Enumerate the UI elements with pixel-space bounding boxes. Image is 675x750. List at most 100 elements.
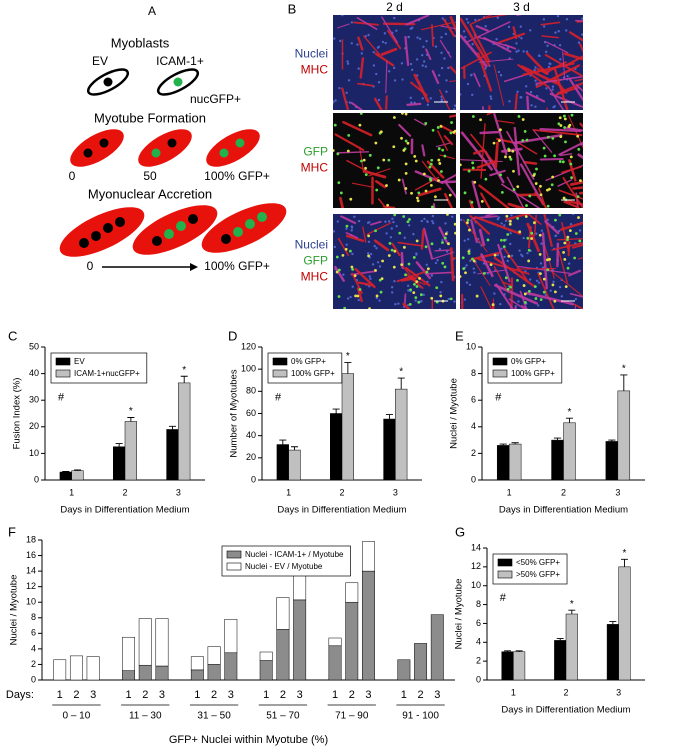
- label: 0: [69, 169, 76, 183]
- group-label: 11 – 30: [129, 711, 162, 722]
- x-tick-label: 3: [393, 487, 398, 497]
- x-tick-label: 1: [507, 487, 512, 497]
- myotube-stain: [443, 135, 454, 146]
- myotube-stain: [462, 219, 488, 253]
- bar-segment: [155, 665, 169, 681]
- nucleus: [463, 298, 467, 301]
- nucleus: [467, 238, 470, 241]
- myotube-stain: [362, 226, 367, 243]
- myotube-stain: [575, 84, 583, 92]
- nucleus: [394, 303, 397, 306]
- myotube-stain: [507, 202, 527, 208]
- significance: *: [182, 365, 186, 376]
- nucleus: [526, 251, 529, 255]
- myotube-stain: [510, 277, 514, 309]
- nucleus: [348, 101, 352, 104]
- micrograph-bg: [333, 214, 456, 309]
- myotube-stain: [381, 16, 399, 44]
- gfp-nucleus: [568, 229, 572, 233]
- significance: *: [622, 364, 626, 375]
- nucleus: [425, 39, 428, 43]
- heading: Myotube Formation: [94, 110, 206, 125]
- nucleus: [338, 86, 341, 90]
- legend-swatch: [226, 550, 242, 559]
- x-tick-label: 3: [365, 689, 371, 701]
- nucleus: [539, 262, 543, 265]
- myotube-stain: [526, 95, 530, 110]
- nucleus: [572, 214, 575, 216]
- nucleus: [367, 33, 370, 37]
- y-tick-label: 120: [241, 341, 256, 351]
- nucleus: [574, 297, 578, 301]
- nucleus: [393, 16, 396, 20]
- nucleus: [495, 37, 498, 41]
- x-axis-label: Days in Differentiation Medium: [499, 505, 628, 516]
- myotube-stain: [370, 220, 382, 226]
- myotube-stain: [439, 40, 452, 58]
- myotube-stain: [401, 178, 407, 195]
- gfp-nucleus: [404, 273, 407, 277]
- nucleus: [375, 246, 378, 250]
- nucleus: [499, 74, 503, 77]
- error-bar: [565, 417, 574, 423]
- myotube: [132, 205, 218, 255]
- micrograph: [333, 15, 456, 110]
- panel-b: B 2 d 3 d Nuclei MHC GFP MHC Nuclei GFP MHC: [288, 0, 583, 309]
- bar-segment: [328, 645, 342, 681]
- gfp-nucleus: [551, 175, 555, 179]
- error-bar: [499, 443, 507, 446]
- nucleus: [497, 70, 501, 74]
- bar: [508, 443, 522, 481]
- myotube-stain: [480, 253, 494, 278]
- gfp-nucleus: [379, 290, 383, 294]
- gfp-nucleus: [509, 157, 513, 161]
- nucleus: [173, 77, 183, 87]
- nucleus: [436, 259, 439, 262]
- myotube-stain: [515, 140, 538, 155]
- nucleus: [416, 36, 419, 39]
- gfp-nucleus: [430, 205, 434, 208]
- gfp-nucleus: [443, 154, 447, 158]
- nucleus: [351, 252, 354, 256]
- myotube-stain: [341, 87, 350, 110]
- gfp-nucleus: [402, 215, 406, 218]
- myotube-stain: [350, 101, 364, 110]
- legend-swatch: [272, 357, 288, 366]
- gfp-nucleus: [430, 296, 434, 300]
- gfp-nucleus: [551, 136, 555, 140]
- myotube-stain: [357, 281, 374, 287]
- gfp-nucleus: [460, 275, 462, 278]
- micrograph: [333, 214, 456, 309]
- gfp-nucleus: [543, 154, 547, 158]
- nucleus: [375, 72, 378, 76]
- nucleus: [438, 247, 442, 251]
- bar: [124, 421, 137, 481]
- myotube-stain: [346, 159, 372, 174]
- x-tick-label: 1: [332, 689, 338, 701]
- gfp-nucleus: [406, 141, 410, 145]
- nucleus: [440, 66, 444, 70]
- legend-label: Nuclei - EV / Myotube: [245, 562, 323, 571]
- nucleus: [554, 234, 557, 238]
- nucleus: [103, 77, 113, 87]
- nucleus: [360, 52, 364, 55]
- gfp-nucleus: [400, 263, 404, 267]
- nucleus: [515, 50, 518, 53]
- nucleus: [235, 138, 245, 148]
- bar: [383, 418, 396, 481]
- gfp-nucleus: [392, 116, 396, 119]
- myotube-stain: [569, 180, 583, 186]
- nucleus: [367, 240, 371, 243]
- gfp-nucleus: [461, 256, 465, 260]
- nucleus: [484, 25, 487, 28]
- myotube-stain: [493, 256, 536, 288]
- x-tick-label: 2: [73, 689, 79, 701]
- nucleus: [518, 249, 521, 252]
- gfp-nucleus: [557, 122, 561, 126]
- myotube-stain: [491, 302, 495, 309]
- bar-segment: [362, 570, 375, 681]
- myotube-stain: [413, 73, 430, 103]
- y-tick-label: 4: [471, 421, 476, 431]
